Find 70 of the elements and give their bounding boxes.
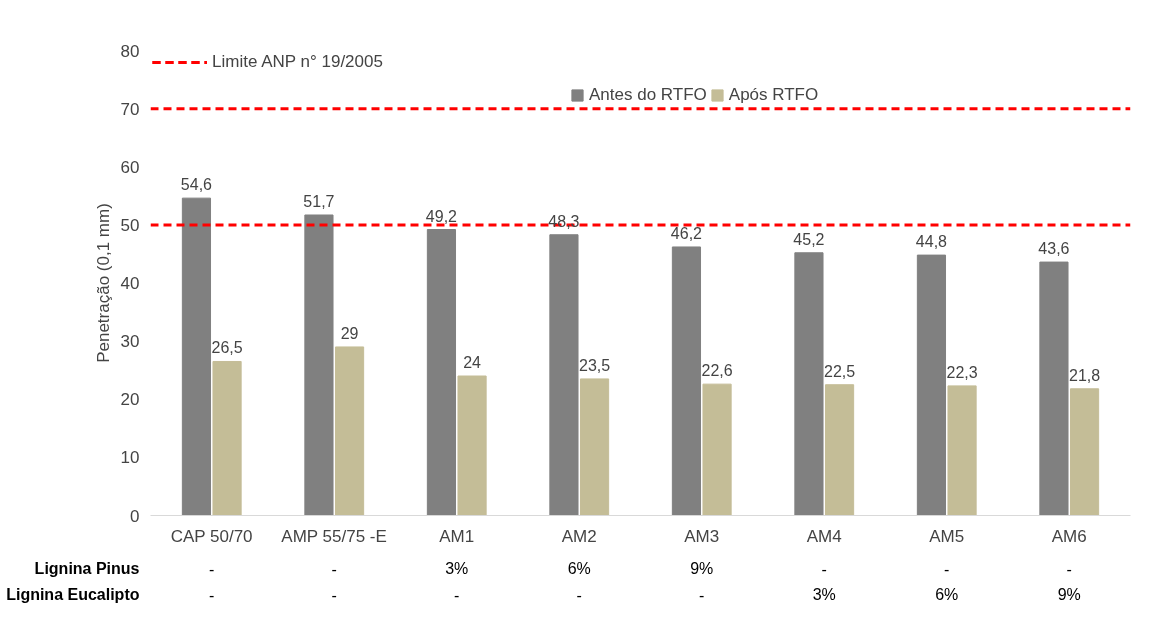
text: 6% — [567, 560, 591, 578]
bar — [794, 252, 824, 516]
data-label: 26,5 — [211, 339, 243, 357]
bar — [579, 378, 610, 516]
x-tick-label: AM2 — [561, 526, 597, 546]
bar — [671, 246, 702, 516]
text: - — [699, 586, 705, 604]
bar — [426, 229, 457, 516]
y-tick-label: 40 — [120, 274, 140, 293]
bar — [947, 385, 977, 516]
x-tick-label: CAP 50/70 — [170, 526, 253, 546]
x-tick-label: AM1 — [439, 526, 475, 546]
y-tick-label: 50 — [120, 215, 140, 235]
data-label: 46,2 — [670, 224, 703, 242]
data-label: 29 — [340, 324, 359, 342]
bar — [304, 214, 334, 516]
data-label: 24 — [463, 354, 482, 371]
bar — [702, 383, 732, 516]
y-tick-label: 0 — [130, 506, 140, 526]
data-label: 49,2 — [425, 207, 458, 225]
bar — [212, 360, 242, 516]
text: - — [331, 586, 337, 604]
bar — [181, 197, 212, 516]
text: - — [1066, 560, 1072, 578]
y-tick-label: 10 — [120, 448, 140, 468]
data-label: 22,3 — [946, 363, 978, 381]
bar — [1069, 388, 1100, 516]
text: 9% — [1057, 586, 1081, 604]
bar — [549, 234, 579, 516]
x-tick-label: AM4 — [806, 526, 842, 546]
bar — [457, 375, 487, 516]
data-label: 43,6 — [1038, 240, 1070, 258]
y-tick-label: 80 — [120, 41, 140, 61]
text: - — [209, 560, 215, 578]
text: Lignina Pinus — [34, 560, 140, 578]
y-tick-label: 60 — [120, 157, 140, 177]
y-tick-label: 70 — [120, 99, 140, 119]
text: 3% — [812, 586, 836, 604]
legend-label: Após RTFO — [728, 85, 819, 105]
bar — [1039, 261, 1069, 516]
text: - — [821, 560, 827, 578]
x-tick-label: AM3 — [684, 526, 720, 546]
legend-label: Antes do RTFO — [589, 85, 707, 105]
x-tick-label: AM5 — [929, 526, 965, 546]
text: Lignina Eucalipto — [6, 586, 140, 604]
text: 3% — [445, 560, 469, 578]
y-tick-label: 20 — [120, 390, 140, 410]
y-axis-title: Penetração (0,1 mm) — [93, 203, 113, 363]
bar — [916, 254, 947, 516]
text: - — [209, 586, 215, 604]
x-tick-label: AMP 55/75 -E — [281, 526, 387, 546]
data-label: 22,6 — [701, 362, 733, 380]
x-tick-label: AM6 — [1051, 526, 1087, 546]
text: 6% — [935, 586, 959, 604]
data-label: 22,5 — [823, 362, 856, 380]
data-label: 45,2 — [793, 230, 825, 248]
bar — [334, 346, 365, 516]
text: - — [944, 560, 950, 578]
legend-label: Limite ANP n° 19/2005 — [212, 52, 383, 72]
data-label: 23,5 — [578, 356, 611, 374]
text: - — [576, 586, 582, 604]
bar — [824, 384, 855, 516]
data-label: 51,7 — [303, 192, 335, 210]
text: - — [454, 586, 460, 604]
text: - — [331, 560, 337, 578]
data-label: 44,8 — [915, 233, 948, 251]
y-tick-label: 30 — [120, 332, 140, 352]
data-label: 54,6 — [180, 176, 213, 194]
text: 9% — [690, 560, 714, 578]
data-label: 21,8 — [1068, 366, 1101, 384]
